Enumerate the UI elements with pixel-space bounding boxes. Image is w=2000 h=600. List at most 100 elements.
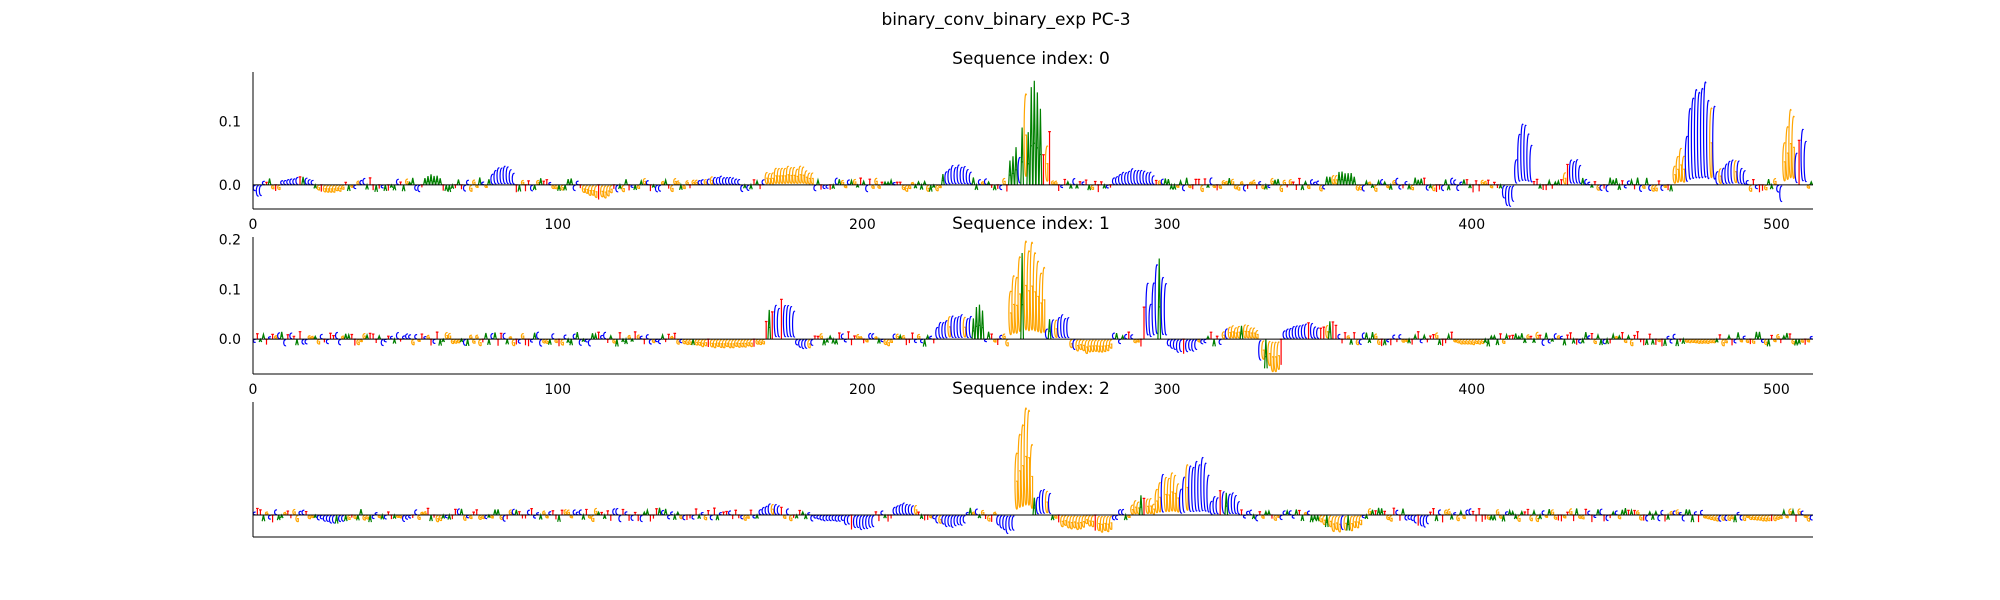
logo-letter-C (1111, 177, 1116, 185)
logo-letter-G (1712, 514, 1716, 521)
logo-letter-G (1675, 509, 1680, 516)
logo-letter-A (1102, 183, 1107, 189)
logo-letter-C (1395, 177, 1399, 185)
logo-letter-C (1312, 181, 1317, 186)
logo-letter-G (1151, 503, 1156, 515)
logo-letter-G (1325, 325, 1329, 339)
logo-letter-A (1047, 319, 1052, 340)
logo-letter-C (341, 514, 345, 522)
logo-letter-T (274, 184, 277, 191)
logo-letter-A (1644, 177, 1649, 186)
logo-letter-G (1486, 514, 1491, 520)
logo-letter-G (798, 165, 802, 184)
logo-letter-T (1590, 514, 1594, 523)
logo-letter-A (1596, 509, 1600, 516)
logo-letter-G (1032, 252, 1037, 332)
logo-letter-C (752, 514, 756, 519)
logo-letter-A (1184, 177, 1189, 186)
logo-letter-G (986, 515, 991, 522)
logo-letter-T (643, 338, 646, 345)
logo-letter-T (1438, 184, 1441, 190)
logo-letter-C (1035, 496, 1040, 515)
logo-letter-A (1029, 87, 1034, 185)
logo-letter-G (1230, 325, 1235, 339)
logo-letter-A (429, 174, 433, 185)
logo-letter-G (542, 338, 546, 344)
logo-letter-C (1145, 172, 1149, 185)
logo-letter-G (1136, 338, 1140, 343)
logo-letter-C (1200, 338, 1204, 345)
logo-letter-G (755, 339, 759, 345)
logo-letter-A (1273, 179, 1277, 186)
logo-letter-A (1446, 184, 1451, 191)
logo-letter-A (1206, 335, 1210, 340)
logo-letter-A (1629, 177, 1634, 186)
logo-letter-A (1449, 512, 1454, 520)
logo-letter-G (1054, 514, 1058, 519)
logo-letter-G (1014, 452, 1018, 510)
logo-letter-C (840, 514, 844, 521)
logo-letter-A (1663, 339, 1667, 347)
logo-letter-C (1514, 159, 1518, 184)
logo-letter-G (1252, 179, 1256, 186)
logo-letter-T (460, 184, 463, 190)
logo-letter-A (1169, 182, 1174, 190)
logo-letter-C (563, 334, 567, 340)
logo-letter-T (505, 514, 509, 520)
logo-letter-G (807, 172, 811, 185)
logo-letter-T (371, 333, 375, 340)
logo-letter-C (910, 505, 914, 515)
logo-letter-G (277, 184, 281, 191)
logo-letter-C (1739, 514, 1743, 521)
logo-letter-T (1523, 511, 1527, 516)
logo-letter-A (368, 514, 372, 523)
x-tick-label: 0 (249, 382, 258, 398)
logo-letter-G (444, 332, 449, 340)
logo-letter-G (1386, 514, 1390, 521)
logo-letter-G (1562, 514, 1567, 519)
logo-letter-T (612, 184, 616, 189)
logo-letter-G (788, 167, 793, 184)
logo-letter-T (377, 184, 381, 189)
logo-letter-C (310, 179, 314, 186)
logo-letter-G (1017, 433, 1021, 508)
logo-letter-A (557, 514, 561, 522)
logo-letter-T (1401, 184, 1405, 189)
logo-letter-C (1303, 323, 1308, 339)
logo-letter-G (356, 339, 360, 346)
logo-letter-C (1175, 339, 1180, 353)
logo-letter-A (1300, 184, 1305, 191)
logo-letter-T (1803, 338, 1807, 345)
logo-letter-G (1090, 339, 1095, 353)
logo-letter-T (1642, 338, 1645, 346)
logo-letter-T (1057, 514, 1060, 523)
logo-letter-A (1294, 509, 1299, 516)
logo-letter-C (1285, 328, 1289, 339)
logo-letter-C (648, 338, 652, 345)
logo-letter-G (636, 334, 641, 340)
logo-letter-A (1276, 178, 1280, 186)
logo-letter-A (1605, 336, 1610, 345)
logo-letter-T (1584, 508, 1588, 516)
logo-letter-T (371, 184, 375, 191)
logo-letter-T (688, 184, 692, 189)
logo-letter-C (1142, 170, 1146, 185)
logo-letter-C (1605, 184, 1609, 193)
logo-letter-T (1374, 510, 1377, 516)
logo-letter-A (374, 184, 379, 192)
logo-letter-A (1324, 514, 1329, 528)
logo-letter-G (560, 184, 564, 191)
logo-letter-C (1724, 514, 1728, 522)
logo-letter-C (965, 169, 970, 185)
logo-letter-A (602, 513, 607, 520)
logo-letter-C (462, 184, 467, 192)
logo-letter-G (1154, 489, 1159, 513)
logo-letter-G (1443, 509, 1448, 516)
logo-letter-T (1718, 334, 1722, 340)
logo-letter-C (252, 338, 256, 343)
logo-letter-C (862, 515, 866, 530)
logo-letter-A (1407, 182, 1411, 190)
logo-letter-G (1041, 266, 1046, 333)
logo-letter-G (1087, 515, 1092, 527)
logo-letter-A (423, 178, 427, 186)
